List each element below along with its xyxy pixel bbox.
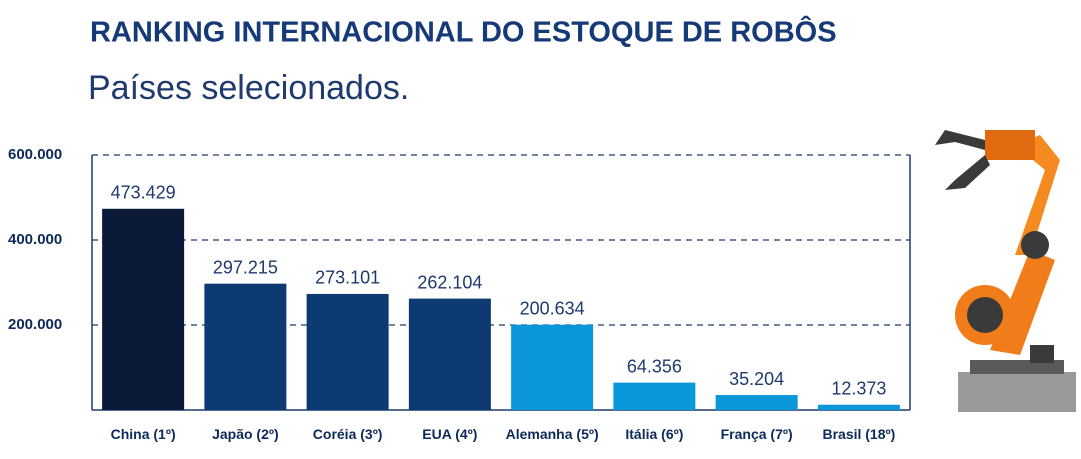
bar — [511, 324, 594, 410]
value-label: 473.429 — [111, 183, 176, 203]
bar — [306, 293, 389, 410]
bar — [408, 298, 491, 410]
value-label: 273.101 — [315, 268, 380, 288]
robot-arm — [935, 130, 1076, 412]
x-tick-label: China (1º) — [110, 426, 176, 442]
value-label: 297.215 — [213, 257, 278, 277]
bar — [204, 283, 287, 410]
value-label: 64.356 — [627, 356, 682, 376]
value-label: 35.204 — [729, 369, 784, 389]
x-tick-label: Brasil (18º) — [822, 426, 896, 442]
value-label: 12.373 — [831, 378, 886, 398]
value-label: 200.634 — [520, 298, 585, 318]
x-tick-label: Coréia (3º) — [312, 426, 383, 442]
x-tick-label: EUA (4º) — [422, 426, 478, 442]
bar — [715, 395, 798, 410]
y-tick-label: 400.000 — [8, 231, 62, 248]
x-tick-label: Japão (2º) — [212, 426, 279, 442]
bar — [613, 382, 696, 410]
x-tick-label: França (7º) — [720, 426, 793, 442]
y-tick-label: 600.000 — [8, 146, 62, 163]
value-label: 262.104 — [417, 272, 482, 292]
x-tick-label: Alemanha (5º) — [505, 426, 599, 442]
bar — [102, 208, 185, 410]
x-tick-label: Itália (6º) — [625, 426, 684, 442]
chart-subtitle: Países selecionados. — [88, 69, 409, 107]
chart-title: RANKING INTERNACIONAL DO ESTOQUE DE ROBÔ… — [90, 15, 837, 49]
bar — [817, 404, 900, 410]
y-tick-label: 200.000 — [8, 316, 62, 333]
